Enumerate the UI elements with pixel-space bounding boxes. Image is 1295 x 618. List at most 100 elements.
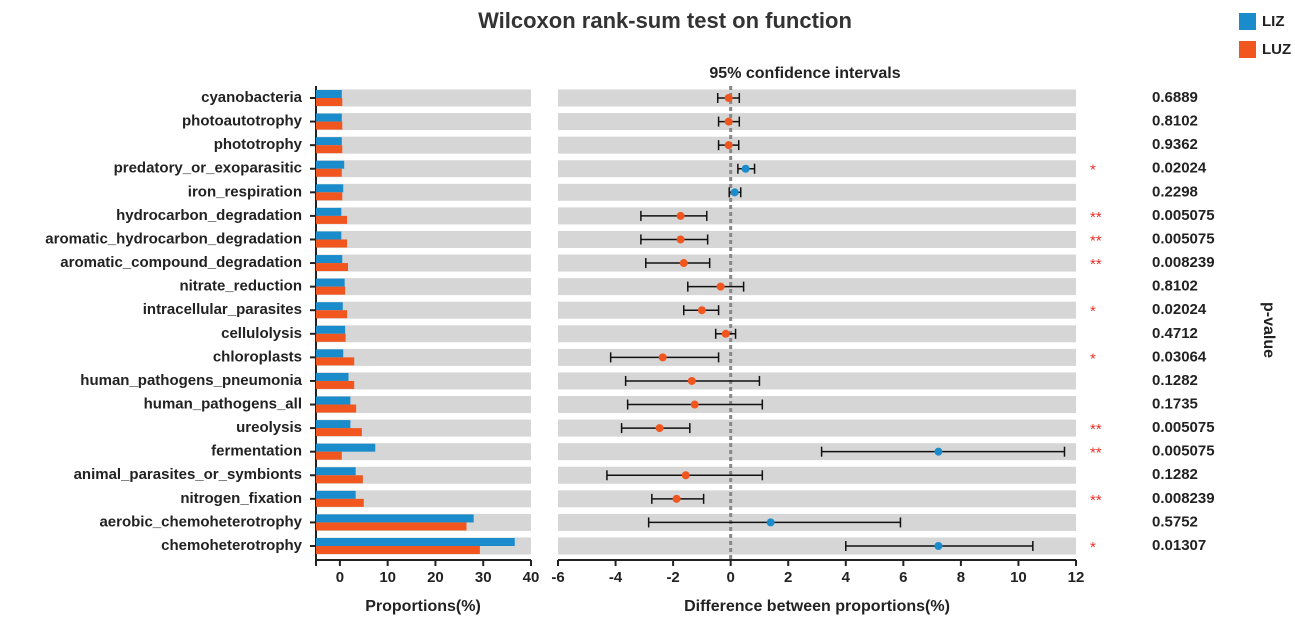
bar: [316, 372, 349, 381]
p-value: 0.02024: [1152, 160, 1207, 177]
row-band: [558, 160, 1076, 178]
significance: *: [1090, 303, 1096, 320]
bar: [316, 286, 346, 295]
bar: [316, 443, 376, 452]
bar: [316, 380, 355, 389]
row-band: [316, 136, 531, 154]
bar: [316, 404, 357, 413]
bar: [316, 160, 345, 169]
significance: **: [1090, 421, 1102, 438]
x-tick-label: 0: [726, 569, 734, 586]
bar: [316, 90, 342, 98]
row-band: [558, 372, 1076, 390]
significance: **: [1090, 256, 1102, 273]
mean-point: [690, 400, 699, 409]
row-band: [316, 301, 531, 319]
significance: **: [1090, 232, 1102, 249]
bar: [316, 498, 364, 507]
x-tick-label: -4: [609, 569, 623, 586]
p-value: 0.2298: [1152, 183, 1198, 200]
x-tick-label: 20: [427, 569, 444, 586]
category-label: photoautotrophy: [182, 113, 303, 130]
category-label: human_pathogens_all: [144, 395, 302, 412]
mean-point: [676, 211, 685, 220]
x-tick-label: 8: [957, 569, 965, 586]
category-label: cellulolysis: [221, 325, 302, 342]
bar: [316, 333, 346, 342]
mean-point: [724, 94, 733, 102]
significance: *: [1090, 162, 1096, 179]
bar: [316, 113, 342, 122]
row-band: [316, 490, 531, 508]
p-value: 0.008239: [1152, 490, 1215, 507]
row-band: [316, 325, 531, 343]
x-tick-label: 0: [336, 569, 344, 586]
significance: *: [1090, 350, 1096, 367]
category-label: nitrate_reduction: [179, 278, 302, 295]
category-label: aromatic_hydrocarbon_degradation: [45, 230, 302, 247]
mean-point: [679, 259, 688, 268]
row-band: [316, 348, 531, 366]
x-tick-label: 2: [784, 569, 792, 586]
p-value: 0.005075: [1152, 419, 1215, 436]
category-label: ureolysis: [236, 419, 302, 436]
bar: [316, 145, 343, 154]
bar: [316, 522, 467, 531]
row-band: [558, 207, 1076, 225]
legend-label: LUZ: [1262, 41, 1291, 58]
bar: [316, 546, 480, 554]
p-value: 0.005075: [1152, 443, 1215, 460]
category-label: phototrophy: [214, 136, 303, 153]
bar: [316, 263, 349, 272]
row-band: [558, 89, 1076, 107]
mean-point: [687, 376, 696, 385]
significance: *: [1090, 539, 1096, 556]
row-band: [558, 278, 1076, 296]
x-tick-label: 10: [379, 569, 396, 586]
p-value-label: p-value: [1260, 302, 1277, 358]
bar: [316, 184, 344, 193]
row-band: [558, 254, 1076, 272]
x-axis-label: Proportions(%): [365, 598, 481, 615]
bar: [316, 396, 351, 405]
row-band: [558, 396, 1076, 414]
bar: [316, 302, 343, 311]
category-label: chloroplasts: [213, 348, 302, 365]
bar: [316, 490, 356, 499]
mean-point: [716, 282, 725, 291]
p-value: 0.8102: [1152, 278, 1198, 295]
significance: **: [1090, 209, 1102, 226]
row-band: [316, 278, 531, 296]
p-value: 0.5752: [1152, 513, 1198, 530]
bar: [316, 137, 342, 146]
bar: [316, 357, 355, 366]
x-tick-label: 12: [1068, 569, 1085, 586]
bar: [316, 168, 342, 177]
mean-point: [655, 424, 664, 433]
bar: [316, 538, 515, 546]
row-band: [316, 207, 531, 225]
p-value: 0.008239: [1152, 254, 1215, 271]
mean-point: [730, 188, 739, 197]
category-label: hydrocarbon_degradation: [116, 207, 302, 224]
row-band: [558, 136, 1076, 154]
bar: [316, 231, 342, 240]
legend-swatch: [1239, 41, 1256, 58]
p-value: 0.4712: [1152, 325, 1198, 342]
mean-point: [934, 447, 943, 456]
significance: **: [1090, 445, 1102, 462]
row-band: [316, 254, 531, 272]
row-band: [558, 113, 1076, 131]
row-band: [558, 230, 1076, 248]
mean-point: [672, 494, 681, 503]
x-tick-label: 30: [475, 569, 492, 586]
mean-point: [741, 164, 750, 173]
x-tick-label: 10: [1010, 569, 1027, 586]
bar: [316, 121, 343, 130]
x-tick-label: 4: [842, 569, 851, 586]
row-band: [558, 490, 1076, 508]
bar: [316, 325, 346, 334]
x-tick-label: -6: [551, 569, 564, 586]
row-band: [316, 160, 531, 178]
bar: [316, 451, 342, 460]
